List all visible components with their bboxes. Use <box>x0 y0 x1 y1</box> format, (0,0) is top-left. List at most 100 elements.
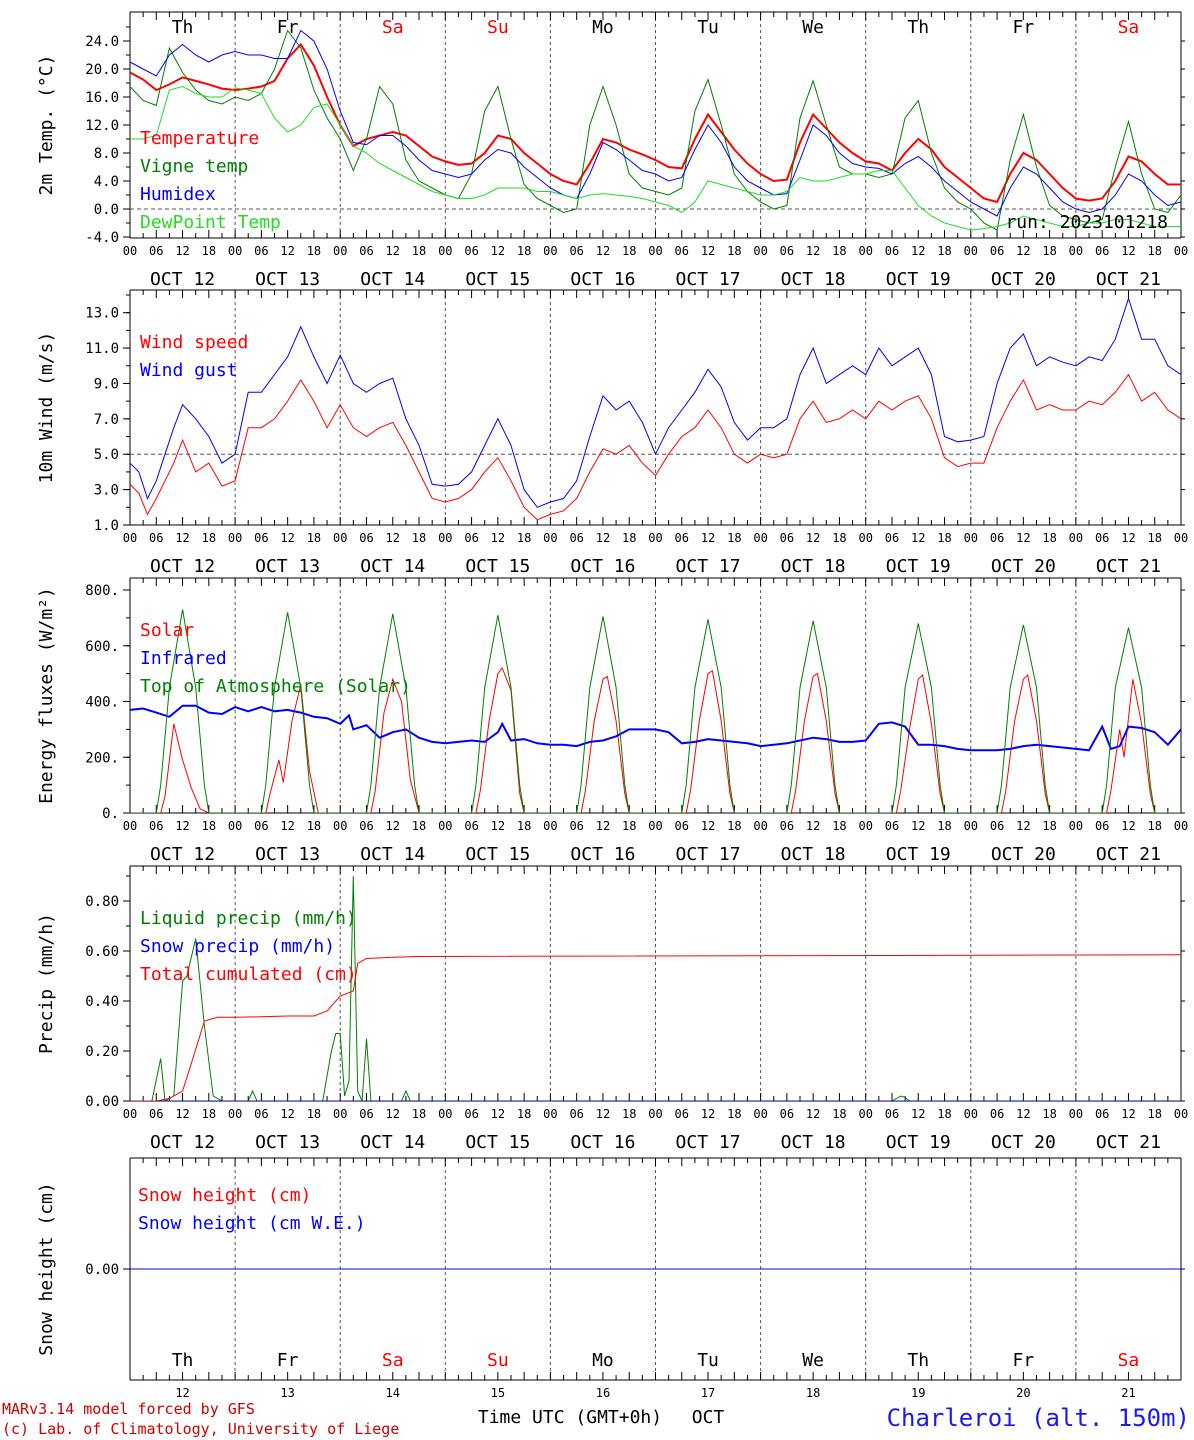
hour-tick-label: 00 <box>123 531 137 545</box>
hour-tick-label: 00 <box>123 244 137 258</box>
hour-tick-label: 18 <box>307 531 321 545</box>
day-name-label: Th <box>907 1350 929 1371</box>
hour-tick-label: 12 <box>280 244 294 258</box>
hour-tick-label: 18 <box>937 531 951 545</box>
series-line-total-cumulated-cm- <box>130 954 1181 1101</box>
hour-tick-label: 12 <box>1016 244 1030 258</box>
hour-tick-label: 12 <box>175 244 189 258</box>
hour-tick-label: 12 <box>1121 244 1135 258</box>
hour-tick-label: 18 <box>1147 1107 1161 1121</box>
hour-tick-label: 06 <box>464 244 478 258</box>
day-number-label: 17 <box>701 1386 715 1400</box>
date-label: OCT 17 <box>676 269 741 290</box>
hour-tick-label: 06 <box>359 531 373 545</box>
hour-tick-label: 06 <box>149 531 163 545</box>
hour-tick-label: 18 <box>412 531 426 545</box>
legend-entry: Total cumulated (cm) <box>140 964 357 985</box>
day-name-label: Th <box>172 1350 194 1371</box>
y-axis-label: 2m Temp. (°C) <box>36 55 57 196</box>
hour-tick-label: 06 <box>885 531 899 545</box>
hour-tick-label: 18 <box>1147 819 1161 833</box>
hour-tick-label: 00 <box>753 244 767 258</box>
hour-tick-label: 06 <box>149 1107 163 1121</box>
panel-4: 0.00 0.20 0.40 0.60 0.80 Precip (mm/h) Liquid … <box>36 865 1188 1153</box>
hour-tick-label: 06 <box>464 1107 478 1121</box>
hour-tick-label: 06 <box>990 531 1004 545</box>
date-label: OCT 20 <box>991 556 1056 577</box>
hour-tick-label: 12 <box>491 531 505 545</box>
hour-tick-label: 18 <box>202 244 216 258</box>
hour-tick-label: 06 <box>569 244 583 258</box>
y-axis-label: 10m Wind (m/s) <box>36 332 57 484</box>
panel-3: 0. 200. 400. 600. 800. Energy fluxes (W/m²) So… <box>36 577 1188 865</box>
hour-tick-label: 06 <box>254 1107 268 1121</box>
y-tick-label: 0.60 <box>85 944 119 960</box>
hour-tick-label: 12 <box>1016 819 1030 833</box>
day-name-label: Sa <box>1118 17 1140 38</box>
y-tick-label: -4.0 <box>85 230 119 246</box>
y-tick-label: 0. <box>102 806 119 822</box>
hour-tick-label: 12 <box>701 531 715 545</box>
date-label: OCT 18 <box>781 1132 846 1153</box>
series-line-dewpoint-temp <box>130 85 1181 231</box>
legend-entry: Wind gust <box>140 360 238 381</box>
day-name-label: Th <box>907 17 929 38</box>
y-tick-label: 4.0 <box>94 174 119 190</box>
hour-tick-label: 12 <box>701 819 715 833</box>
y-tick-label: 3.0 <box>94 483 119 499</box>
y-tick-label: 200. <box>85 750 119 766</box>
hour-tick-label: 06 <box>569 819 583 833</box>
hour-tick-label: 06 <box>885 244 899 258</box>
date-label: OCT 14 <box>360 556 425 577</box>
y-tick-label: 20.0 <box>85 62 119 78</box>
date-label: OCT 19 <box>886 1132 951 1153</box>
hour-tick-label: 00 <box>438 244 452 258</box>
hour-tick-label: 00 <box>123 1107 137 1121</box>
day-name-label: Sa <box>1118 1350 1140 1371</box>
hour-tick-label: 18 <box>412 244 426 258</box>
hour-tick-label: 18 <box>307 244 321 258</box>
hour-tick-label: 12 <box>911 531 925 545</box>
hour-tick-label: 12 <box>596 819 610 833</box>
hour-tick-label: 06 <box>1095 531 1109 545</box>
hour-tick-label: 18 <box>517 244 531 258</box>
hour-tick-label: 06 <box>1095 819 1109 833</box>
hour-tick-label: 18 <box>1042 244 1056 258</box>
legend-entry: Wind speed <box>140 332 248 353</box>
hour-tick-label: 00 <box>648 1107 662 1121</box>
day-name-label: Th <box>172 17 194 38</box>
hour-tick-label: 06 <box>359 819 373 833</box>
hour-tick-label: 00 <box>123 819 137 833</box>
hour-tick-label: 06 <box>990 1107 1004 1121</box>
hour-tick-label: 06 <box>254 531 268 545</box>
date-label: OCT 19 <box>886 269 951 290</box>
day-number-label: 19 <box>911 1386 925 1400</box>
date-label: OCT 13 <box>255 1132 320 1153</box>
y-tick-label: 400. <box>85 695 119 711</box>
hour-tick-label: 06 <box>1095 244 1109 258</box>
date-label: OCT 14 <box>360 269 425 290</box>
hour-tick-label: 12 <box>280 819 294 833</box>
hour-tick-label: 00 <box>964 244 978 258</box>
hour-tick-label: 12 <box>911 819 925 833</box>
hour-tick-label: 06 <box>675 244 689 258</box>
date-label: OCT 15 <box>465 1132 530 1153</box>
hour-tick-label: 06 <box>990 244 1004 258</box>
hour-tick-label: 12 <box>280 1107 294 1121</box>
y-tick-label: 0.00 <box>85 1262 119 1278</box>
hour-tick-label: 00 <box>438 531 452 545</box>
y-tick-label: 0.80 <box>85 894 119 910</box>
series-line-liquid-precip-mm-h- <box>130 875 1181 1101</box>
hour-tick-label: 00 <box>1174 531 1188 545</box>
hour-tick-label: 00 <box>1174 244 1188 258</box>
hour-tick-label: 06 <box>885 819 899 833</box>
hour-tick-label: 12 <box>596 531 610 545</box>
hour-tick-label: 00 <box>648 531 662 545</box>
y-tick-label: 13.0 <box>85 306 119 322</box>
date-label: OCT 13 <box>255 556 320 577</box>
series-line-top-of-atmosphere-solar- <box>130 609 1181 813</box>
hour-tick-label: 18 <box>307 1107 321 1121</box>
hour-tick-label: 06 <box>359 1107 373 1121</box>
hour-tick-label: 06 <box>464 531 478 545</box>
